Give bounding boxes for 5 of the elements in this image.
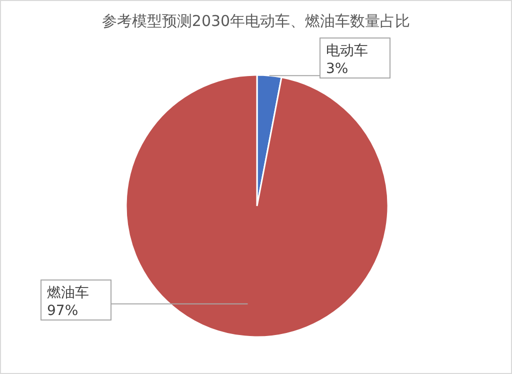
data-label: 97% bbox=[47, 303, 78, 319]
data-label: 3% bbox=[326, 61, 348, 77]
chart-title: 参考模型预测2030年电动车、燃油车数量占比 bbox=[102, 12, 410, 30]
slice-label: 电动车 bbox=[326, 43, 368, 59]
slice-label: 燃油车 bbox=[47, 285, 89, 301]
